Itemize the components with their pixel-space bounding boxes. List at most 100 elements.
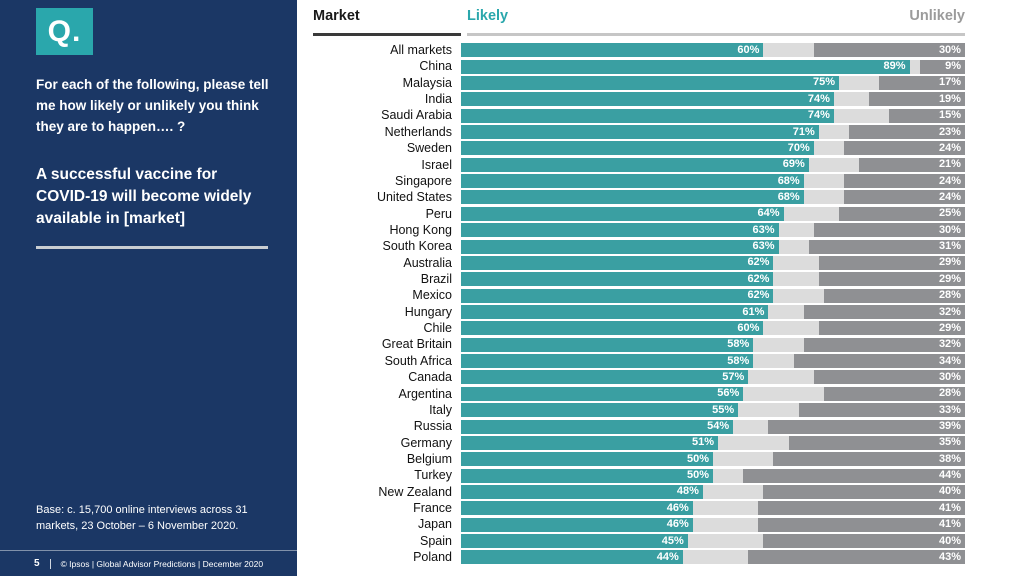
likely-value-label: 48%	[676, 485, 699, 498]
market-name: Japan	[417, 517, 452, 532]
neutral-segment	[768, 305, 804, 319]
likely-segment: 44%	[461, 550, 683, 565]
market-name: Israel	[421, 157, 452, 172]
likely-value-label: 58%	[727, 338, 750, 351]
likely-segment: 46%	[461, 501, 693, 516]
likely-segment: 75%	[461, 75, 839, 90]
footer-separator	[49, 558, 51, 569]
likely-segment: 64%	[461, 206, 784, 221]
unlikely-segment: 29%	[818, 321, 965, 336]
likely-value-label: 62%	[747, 289, 770, 302]
unlikely-value-label: 15%	[938, 109, 961, 122]
chart-row: Peru 64% 25%	[313, 206, 965, 222]
unlikely-value-label: 28%	[938, 387, 961, 400]
likely-segment: 89%	[461, 59, 910, 74]
unlikely-value-label: 30%	[938, 370, 961, 383]
stacked-bar: 63% 31%	[461, 239, 965, 254]
likely-segment: 63%	[461, 239, 779, 254]
chart-row: Russia 54% 39%	[313, 419, 965, 434]
unlikely-segment: 28%	[823, 288, 965, 303]
neutral-segment	[808, 157, 860, 172]
likely-segment: 56%	[461, 386, 744, 401]
market-header-label: Market	[313, 8, 360, 24]
column-header-market: Market	[313, 8, 461, 36]
unlikely-header-label: Unlikely	[909, 8, 965, 24]
likely-value-label: 46%	[666, 518, 689, 531]
market-name: Saudi Arabia	[381, 108, 452, 123]
unlikely-value-label: 21%	[938, 158, 961, 171]
market-name: Singapore	[395, 173, 452, 188]
neutral-segment	[743, 386, 824, 401]
chart-row: Israel 69% 21%	[313, 157, 965, 173]
market-name: Chile	[423, 321, 453, 336]
unlikely-value-label: 32%	[938, 338, 961, 351]
neutral-segment	[753, 354, 794, 369]
chart-header: Market Likely Unlikely	[313, 8, 965, 36]
stacked-bar: 70% 24%	[461, 141, 965, 156]
unlikely-segment: 15%	[889, 108, 965, 123]
market-name: Mexico	[412, 288, 452, 303]
unlikely-segment: 39%	[768, 419, 965, 434]
chart-row: Sweden 70% 24%	[313, 141, 965, 156]
stacked-bar: 55% 33%	[461, 403, 965, 418]
likely-value-label: 50%	[686, 452, 709, 465]
market-name: Sweden	[406, 141, 452, 156]
page-number: 5	[34, 558, 40, 569]
stacked-bar: 63% 30%	[461, 223, 965, 238]
unlikely-segment: 30%	[813, 370, 965, 385]
neutral-segment	[687, 534, 764, 549]
likely-segment: 74%	[461, 108, 834, 123]
unlikely-value-label: 41%	[938, 501, 961, 514]
likely-value-label: 62%	[747, 272, 770, 285]
likely-segment: 57%	[461, 370, 749, 385]
likely-value-label: 58%	[727, 354, 750, 367]
market-name: Brazil	[420, 272, 452, 287]
unlikely-value-label: 33%	[938, 403, 961, 416]
likely-segment: 55%	[461, 403, 739, 418]
unlikely-segment: 31%	[808, 239, 965, 254]
neutral-segment	[778, 239, 809, 254]
chart-row: France 46% 41%	[313, 501, 965, 516]
chart-row: All markets 60% 30%	[313, 43, 965, 58]
sidebar-footer: 5 © Ipsos | Global Advisor Predictions |…	[0, 550, 297, 576]
unlikely-value-label: 24%	[938, 174, 961, 187]
unlikely-segment: 35%	[788, 435, 965, 450]
sidebar-divider	[36, 245, 268, 249]
neutral-segment	[773, 272, 819, 287]
unlikely-segment: 24%	[844, 174, 965, 189]
stacked-bar: 45% 40%	[461, 534, 965, 549]
unlikely-segment: 24%	[844, 190, 965, 205]
unlikely-segment: 23%	[849, 125, 965, 140]
stacked-bar: 75% 17%	[461, 75, 965, 90]
likely-value-label: 68%	[777, 190, 800, 203]
unlikely-value-label: 29%	[938, 321, 961, 334]
chart-row: Chile 60% 29%	[313, 321, 965, 336]
neutral-segment	[803, 174, 845, 189]
unlikely-segment: 29%	[818, 255, 965, 270]
neutral-segment	[773, 288, 824, 303]
likely-value-label: 74%	[807, 92, 830, 105]
stacked-bar: 58% 32%	[461, 337, 965, 352]
stacked-bar: 74% 19%	[461, 92, 965, 107]
market-name: Turkey	[414, 468, 452, 483]
unlikely-segment: 32%	[803, 305, 965, 319]
market-name: Hong Kong	[389, 222, 452, 237]
sidebar: Q. For each of the following, please tel…	[0, 0, 297, 576]
neutral-segment	[763, 43, 814, 58]
chart-row: Brazil 62% 29%	[313, 272, 965, 287]
unlikely-value-label: 24%	[938, 190, 961, 203]
stacked-bar: 89% 9%	[461, 59, 965, 74]
stacked-bar: 51% 35%	[461, 435, 965, 450]
likely-value-label: 69%	[782, 158, 805, 171]
likely-segment: 63%	[461, 223, 779, 238]
unlikely-segment: 30%	[813, 43, 965, 58]
stacked-bar: 46% 41%	[461, 517, 965, 532]
unlikely-segment: 43%	[748, 550, 965, 565]
neutral-segment	[748, 370, 814, 385]
stacked-bar: 69% 21%	[461, 157, 965, 172]
chart-row: Great Britain 58% 32%	[313, 337, 965, 352]
likely-value-label: 62%	[747, 256, 770, 269]
unlikely-segment: 38%	[773, 452, 965, 467]
chart-row: Turkey 50% 44%	[313, 468, 965, 483]
unlikely-value-label: 19%	[938, 92, 961, 105]
